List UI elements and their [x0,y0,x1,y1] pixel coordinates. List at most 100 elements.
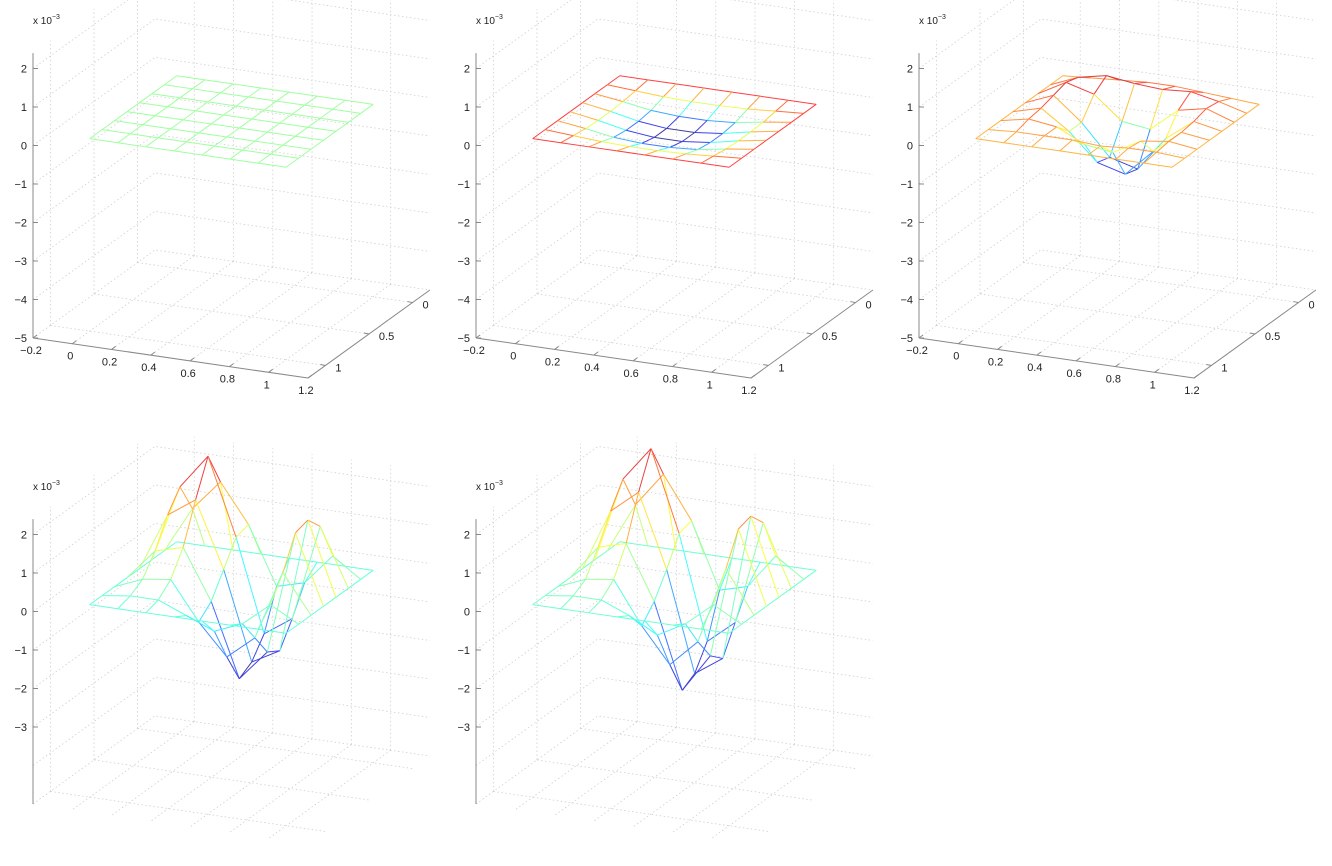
surface-plot-svg: 210−1−2−3x 10−3 [0,466,440,766]
z-exponent-label: x 10−3 [476,14,503,27]
x-tick-label: 0 [67,351,73,363]
surface-mesh [976,76,1259,175]
z-tick-label: −1 [900,179,913,191]
surface-plot-svg: 2 1 0 −1 −2 −3 −4 −5 x 10−3 −0.2 0 0.2 0.4 0.6 0.8 1 1.2… [0,0,440,400]
x-tick-label: 1 [264,379,270,391]
z-tick-label: 2 [464,64,470,76]
y-tick-label: 1 [1221,362,1227,374]
x-tick-label: 0.4 [584,362,599,374]
z-tick-label: 0 [907,141,913,153]
grid-lines [33,0,430,372]
z-exponent-label: x 10−3 [476,480,503,493]
x-tick-label: 1.2 [1184,385,1199,397]
z-tick-label: 1 [464,102,470,114]
x-tick-label: 0.8 [220,374,235,386]
x-tick-label: 0.4 [141,362,156,374]
y-tick-label: 1 [335,362,341,374]
plot-panel-3: 2 1 0 −1 −2 −3 −4 −5 x 10−3 −0.2 0 0.2 0.4 0.6 0.8 1 1.2… [886,0,1326,400]
x-tick-label: 0.2 [988,356,1003,368]
plot-panel-5: 2 1 0 −1 −2 −3 x 10−3 [443,466,883,866]
z-tick-label: 2 [21,64,27,76]
z-tick-label: −1 [457,179,470,191]
z-tick-label: −3 [900,256,913,268]
z-tick-label: −3 [14,722,27,734]
x-axis [919,338,1194,378]
z-tick-label: −2 [457,218,470,230]
z-tick-label: −2 [14,684,27,696]
z-tick-label: −5 [14,333,27,345]
axes: 210−1−2−3x 10−3 [14,480,60,804]
y-tick-label: 0 [865,300,871,312]
z-exponent-label: x 10−3 [33,14,60,27]
axes: 2 1 0 −1 −2 −3 −4 −5 x 10−3 −0.2 0 0.2 0.4 0.6 0.8 1 1.2… [900,14,1315,397]
z-tick-label: 2 [907,64,913,76]
surface-mesh [533,449,817,691]
x-tick-label: 1 [707,379,713,391]
x-axis [476,338,751,378]
z-tick-label: −1 [14,179,27,191]
z-tick-label: −4 [900,295,913,307]
z-tick-label: −4 [14,295,27,307]
x-tick-label: 0.8 [663,374,678,386]
z-tick-label: 0 [21,141,27,153]
x-axis [33,338,308,378]
z-tick-label: −5 [457,333,470,345]
x-tick-label: 1.2 [741,385,756,397]
y-tick-label: 0.5 [1265,331,1280,343]
axes: 2 1 0 −1 −2 −3 −4 −5 x 10−3 −0.2 0 0.2 0.4 0.6 0.8 1 1.2… [14,14,429,397]
y-tick-label: 0.5 [822,331,837,343]
x-tick-label: 0.2 [545,356,560,368]
surface-mesh [533,76,817,168]
plot-panel-1: 2 1 0 −1 −2 −3 −4 −5 x 10−3 −0.2 0 0.2 0.4 0.6 0.8 1 1.2… [0,0,440,400]
x-tick-label: 0 [510,351,516,363]
x-tick-label: 1.2 [298,385,313,397]
surface-plot-svg: 2 1 0 −1 −2 −3 x 10−3 [443,466,883,766]
y-tick-label: 0.5 [379,331,394,343]
y-tick-label: 0 [422,300,428,312]
z-tick-label: −3 [457,256,470,268]
surface-plot-svg: 2 1 0 −1 −2 −3 −4 −5 x 10−3 −0.2 0 0.2 0.4 0.6 0.8 1 1.2… [443,0,883,400]
z-tick-label: −1 [457,645,470,657]
axes: 2 1 0 −1 −2 −3 −4 −5 x 10−3 −0.2 0 0.2 0.4 0.6 0.8 1 1.2… [457,14,872,397]
z-tick-label: −2 [900,218,913,230]
z-tick-label: −3 [457,722,470,734]
z-tick-label: 2 [464,530,470,542]
z-tick-label: −3 [14,256,27,268]
z-tick-label: 1 [21,102,27,114]
z-tick-label: 0 [21,607,27,619]
y-tick-label: 1 [778,362,784,374]
grid-lines [476,437,873,839]
x-tick-label: −0.2 [906,345,928,357]
x-tick-label: 0.4 [1027,362,1042,374]
z-tick-label: −2 [457,684,470,696]
z-tick-label: 2 [21,530,27,542]
grid-lines [33,437,430,839]
x-tick-label: −0.2 [20,345,42,357]
z-tick-label: 1 [21,568,27,580]
z-tick-label: 0 [464,607,470,619]
z-tick-label: −2 [14,218,27,230]
grid-lines [476,0,873,372]
surface-plot-svg: 2 1 0 −1 −2 −3 −4 −5 x 10−3 −0.2 0 0.2 0.4 0.6 0.8 1 1.2… [886,0,1332,400]
x-tick-label: −0.2 [463,345,485,357]
y-tick-label: 0 [1308,300,1314,312]
z-tick-label: −1 [14,645,27,657]
z-tick-label: −5 [900,333,913,345]
plot-panel-2: 2 1 0 −1 −2 −3 −4 −5 x 10−3 −0.2 0 0.2 0.4 0.6 0.8 1 1.2… [443,0,883,400]
z-tick-label: −4 [457,295,470,307]
z-exponent-label: x 10−3 [919,14,946,27]
z-tick-label: 1 [907,102,913,114]
x-tick-label: 0.2 [102,356,117,368]
z-tick-label: 1 [464,568,470,580]
axes: 2 1 0 −1 −2 −3 x 10−3 [457,480,503,804]
x-tick-label: 0.6 [1066,368,1081,380]
x-tick-label: 0 [953,351,959,363]
x-tick-label: 0.6 [623,368,638,380]
surface-mesh [90,456,374,678]
z-tick-label: 0 [464,141,470,153]
x-tick-label: 1 [1150,379,1156,391]
surface-mesh [90,76,374,168]
x-tick-label: 0.8 [1106,374,1121,386]
x-tick-label: 0.6 [180,368,195,380]
